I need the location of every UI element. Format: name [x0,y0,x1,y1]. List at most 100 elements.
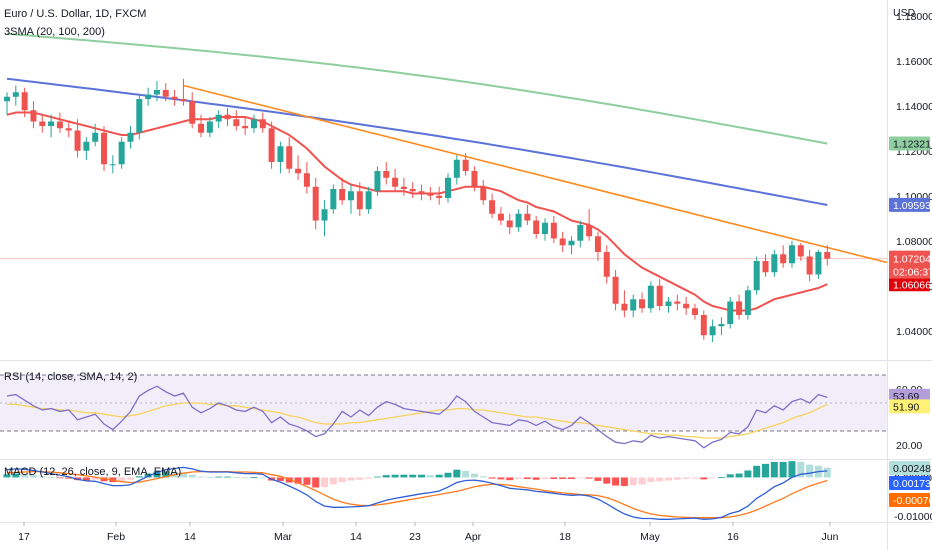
candle-body [312,186,319,221]
candle [339,177,346,205]
candle-body [303,173,310,187]
sma200-line [6,32,828,145]
time-tick-label: 23 [409,531,421,543]
macd-hist-bar [400,474,408,478]
macd-hist-bar [426,475,434,478]
macd-hist-bar [188,474,196,478]
time-tick-label: Apr [465,531,482,543]
candle [48,114,55,138]
candle [612,270,619,311]
candle [497,207,504,225]
candle [489,193,496,219]
candle-body [797,245,804,257]
candle-body [118,141,125,165]
macd-value-tag: 0.00248 [893,463,931,475]
candle [674,294,681,311]
price-tick-label: 1.16000 [896,56,932,68]
candle-body [92,132,99,142]
candle [445,173,451,203]
macd-hist-bar [100,477,108,482]
candle-body [153,90,160,95]
macd-hist-bar [312,477,320,488]
candle-body [162,90,169,97]
currency-label[interactable]: USD [893,7,916,19]
candle-body [683,303,690,309]
candle-body [268,128,275,162]
macd-hist-bar [162,471,170,478]
candle-body [709,326,716,336]
macd-hist-bar [823,467,831,478]
candle [480,180,487,205]
indicator-legend-macd[interactable]: MACD (12, 26, close, 9, EMA, EMA) [4,466,181,478]
macd-hist-bar [356,477,364,480]
macd-hist-bar [21,473,29,478]
candle [436,186,443,205]
indicator-legend-3sma[interactable]: 3SMA (20, 100, 200) [4,26,105,38]
time-tick-label: Mar [274,531,293,543]
macd-hist-bar [382,475,390,478]
candle-body [356,191,363,210]
chart-title[interactable]: Euro / U.S. Dollar, 1D, FXCM [4,8,146,20]
macd-line [6,466,828,520]
candle-body [542,222,549,234]
macd-hist-bar [409,474,417,478]
candle-body [400,186,407,189]
candle [347,184,354,214]
indicator-legend-rsi[interactable]: RSI (14, close, SMA, 14, 2) [4,371,137,383]
candle [180,78,187,106]
candle [83,137,90,160]
macd-hist-bar [329,477,337,485]
candle-body [136,99,143,133]
candle [788,240,795,268]
macd-hist-bar [153,471,161,478]
candle-body [277,146,284,162]
macd-hist-bar [797,461,805,478]
candle [727,297,734,329]
candle [171,90,178,106]
candle-body [489,200,496,214]
candle-body [718,324,725,327]
candle-body [101,132,108,165]
candle [400,177,407,196]
candle-body [506,220,513,228]
macd-hist-bar [523,477,531,479]
main-pane[interactable] [0,32,888,342]
candle-body [224,114,231,120]
macd-hist-bar [717,477,725,478]
candle [453,155,460,185]
candle [162,83,169,102]
candle [383,162,390,185]
rsi-band-fill [0,375,887,431]
candle [683,297,690,315]
candle [12,85,19,106]
rsi-value-tag-bg [889,388,930,403]
price-tag-sma200: 1.12321 [893,139,931,151]
candle-body [321,209,328,221]
candle-body [127,132,134,142]
candle [603,245,610,284]
macd-hist-bar [179,472,187,478]
candle-body [621,303,628,311]
macd-hist-bar [250,477,258,478]
macd-hist-bar [594,477,602,481]
candle [806,249,813,282]
candle-body [612,276,619,304]
macd-value-tag: -0.00076 [893,495,932,507]
macd-hist-bar [691,477,699,479]
candle [392,168,399,192]
macd-hist-bar [144,473,152,478]
macd-hist-bar [770,461,778,478]
candle-body [497,213,504,221]
candle [74,119,81,158]
candle-body [577,225,584,241]
candle [330,184,337,214]
macd-value-tag-bg [889,461,930,475]
price-tick-label: 1.14000 [896,101,932,113]
candle-body [295,168,302,174]
candle [471,166,478,192]
candle [736,294,743,320]
candle-body [39,121,46,126]
macd-hist-bar [638,477,646,485]
macd-hist-bar [303,477,311,485]
